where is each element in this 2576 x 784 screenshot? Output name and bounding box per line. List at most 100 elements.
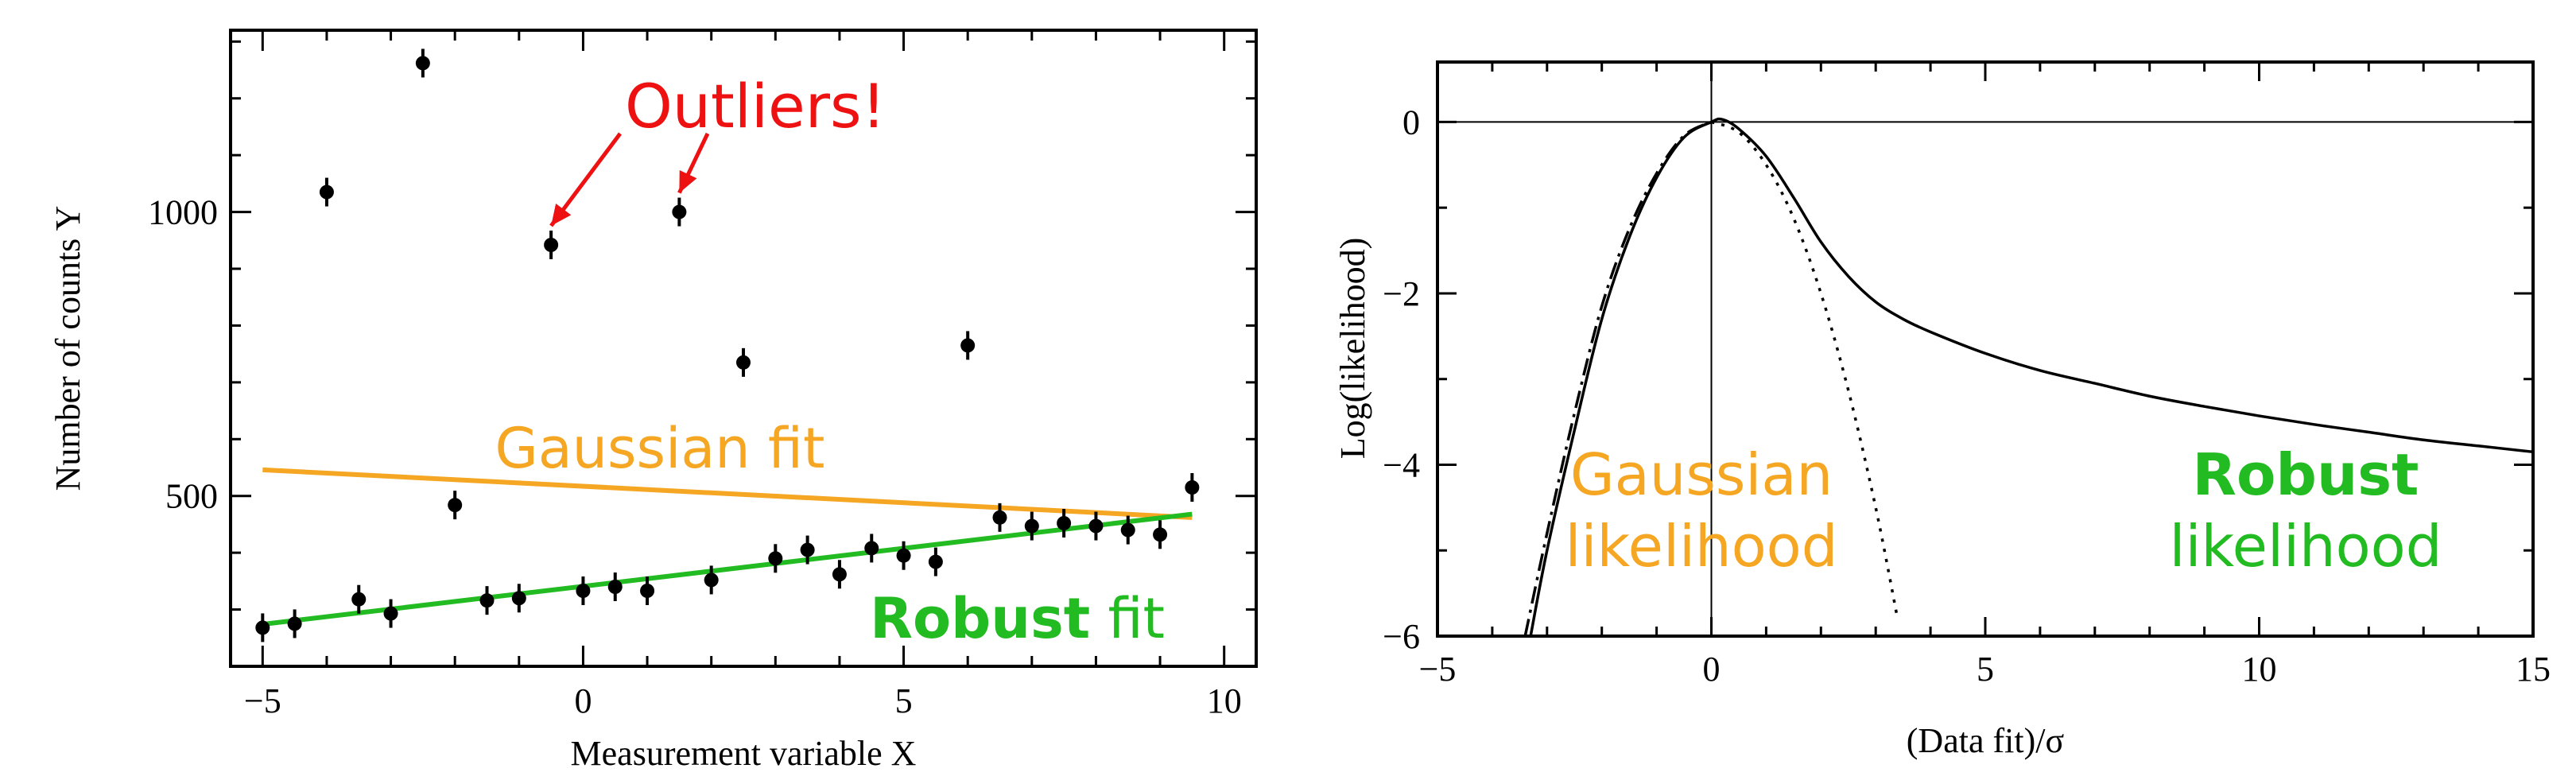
robust-likelihood-line2: likelihood [2170, 513, 2442, 580]
outlier-arrow [549, 132, 623, 227]
point-marker [768, 551, 783, 566]
point-marker [896, 548, 911, 563]
data-point [383, 599, 398, 628]
outlier-arrow-head [679, 169, 697, 193]
gaussian-likelihood-line1: Gaussian [1570, 441, 1833, 508]
robust-likelihood-line1: Robust [2193, 441, 2419, 508]
point-marker [672, 204, 687, 219]
point-marker [287, 616, 302, 631]
data-point [287, 609, 302, 638]
data-point [448, 491, 463, 520]
data-point [832, 560, 847, 589]
left-x-tick-label: 5 [895, 681, 913, 720]
point-marker [1024, 518, 1039, 534]
data-point [1120, 515, 1135, 545]
robust-fit-line [262, 511, 1193, 627]
point-marker [1185, 480, 1200, 495]
point-marker [800, 542, 815, 557]
right-y-tick-label: −2 [1383, 274, 1420, 313]
data-point [415, 49, 430, 78]
right-x-tick-label: 0 [1703, 650, 1721, 689]
data-point [544, 231, 559, 259]
data-point [255, 613, 270, 642]
left-x-tick-label: 0 [574, 681, 592, 720]
right-x-tick-label: 10 [2242, 650, 2277, 689]
data-point [1185, 473, 1200, 502]
left-x-tick-label: 10 [1207, 681, 1242, 720]
right-y-tick-label: −6 [1383, 617, 1420, 656]
right-y-axis-label: Log(likelihood) [1333, 238, 1372, 460]
data-point [351, 584, 367, 614]
right-x-tick-label: 15 [2516, 650, 2551, 689]
point-marker [511, 591, 526, 606]
left-y-tick-label: 500 [165, 477, 218, 516]
data-point [928, 547, 943, 576]
point-marker [1088, 518, 1104, 534]
point-marker [544, 238, 559, 252]
robust-fit-annotation: Robust fit [870, 586, 1165, 651]
left-y-axis-label: Number of counts Y [48, 206, 87, 491]
data-point [896, 541, 911, 570]
data-point [768, 544, 783, 573]
point-marker [351, 592, 367, 607]
outlier-arrow-head [551, 203, 572, 226]
point-marker [736, 355, 751, 370]
right-x-axis-label: (Data fit)/σ [1907, 721, 2065, 760]
data-point [672, 197, 687, 227]
point-marker [928, 554, 943, 569]
right-x-tick-label: −5 [1419, 650, 1457, 689]
gaussian-fit-line [262, 467, 1193, 520]
left-x-axis-label: Measurement variable X [571, 734, 917, 773]
data-point [992, 503, 1007, 532]
data-point [1153, 520, 1168, 549]
data-point [800, 535, 815, 565]
data-point [736, 347, 751, 377]
point-marker [992, 510, 1007, 525]
left-plot-frame [229, 29, 1258, 668]
left-x-tick-label: −5 [244, 681, 281, 720]
point-marker [479, 593, 495, 608]
data-point [704, 565, 719, 595]
robust-fit-rest: fit [1090, 586, 1165, 651]
data-point [1088, 511, 1104, 541]
left-chart: −5 0 5 10 500 1000 Measurement variable X Num… [48, 29, 1258, 773]
data-point [1024, 511, 1039, 541]
left-y-tick-label: 1000 [148, 193, 218, 232]
data-point [864, 534, 879, 563]
point-marker [415, 56, 430, 71]
point-marker [1153, 527, 1168, 542]
data-point [319, 177, 334, 207]
gaussian-fit-annotation: Gaussian fit [495, 416, 825, 481]
point-marker [383, 606, 398, 621]
point-marker [832, 567, 847, 582]
point-marker [576, 584, 591, 598]
point-marker [960, 338, 976, 353]
data-point [479, 586, 495, 615]
point-marker [607, 580, 623, 594]
point-marker [1120, 522, 1135, 538]
point-marker [1057, 516, 1072, 530]
outliers-annotation: Outliers! [625, 71, 886, 142]
robust-likelihood-curve [1529, 117, 2534, 637]
data-point [576, 576, 591, 605]
right-x-tick-label: 5 [1977, 650, 1994, 689]
outlier-arrow [677, 132, 710, 194]
right-y-tick-label: −4 [1383, 445, 1420, 484]
robust-fit-bold-word: Robust [870, 586, 1090, 651]
point-marker [319, 184, 334, 200]
data-point [607, 572, 623, 601]
gaussian-likelihood-line2: likelihood [1565, 513, 1838, 580]
point-marker [255, 620, 270, 635]
right-y-tick-label: 0 [1402, 103, 1420, 142]
data-point [511, 584, 526, 613]
right-chart: −5 0 5 10 15 0 −2 −4 −6 (Data fit)/σ Log(likelih… [1333, 60, 2551, 760]
point-marker [640, 584, 655, 598]
data-point [960, 331, 976, 360]
data-point [1057, 509, 1072, 538]
data-point [640, 576, 655, 605]
point-marker [448, 498, 463, 513]
point-marker [864, 541, 879, 556]
gaussian-likelihood-dashed-curve [1523, 120, 1713, 637]
point-marker [704, 572, 719, 588]
